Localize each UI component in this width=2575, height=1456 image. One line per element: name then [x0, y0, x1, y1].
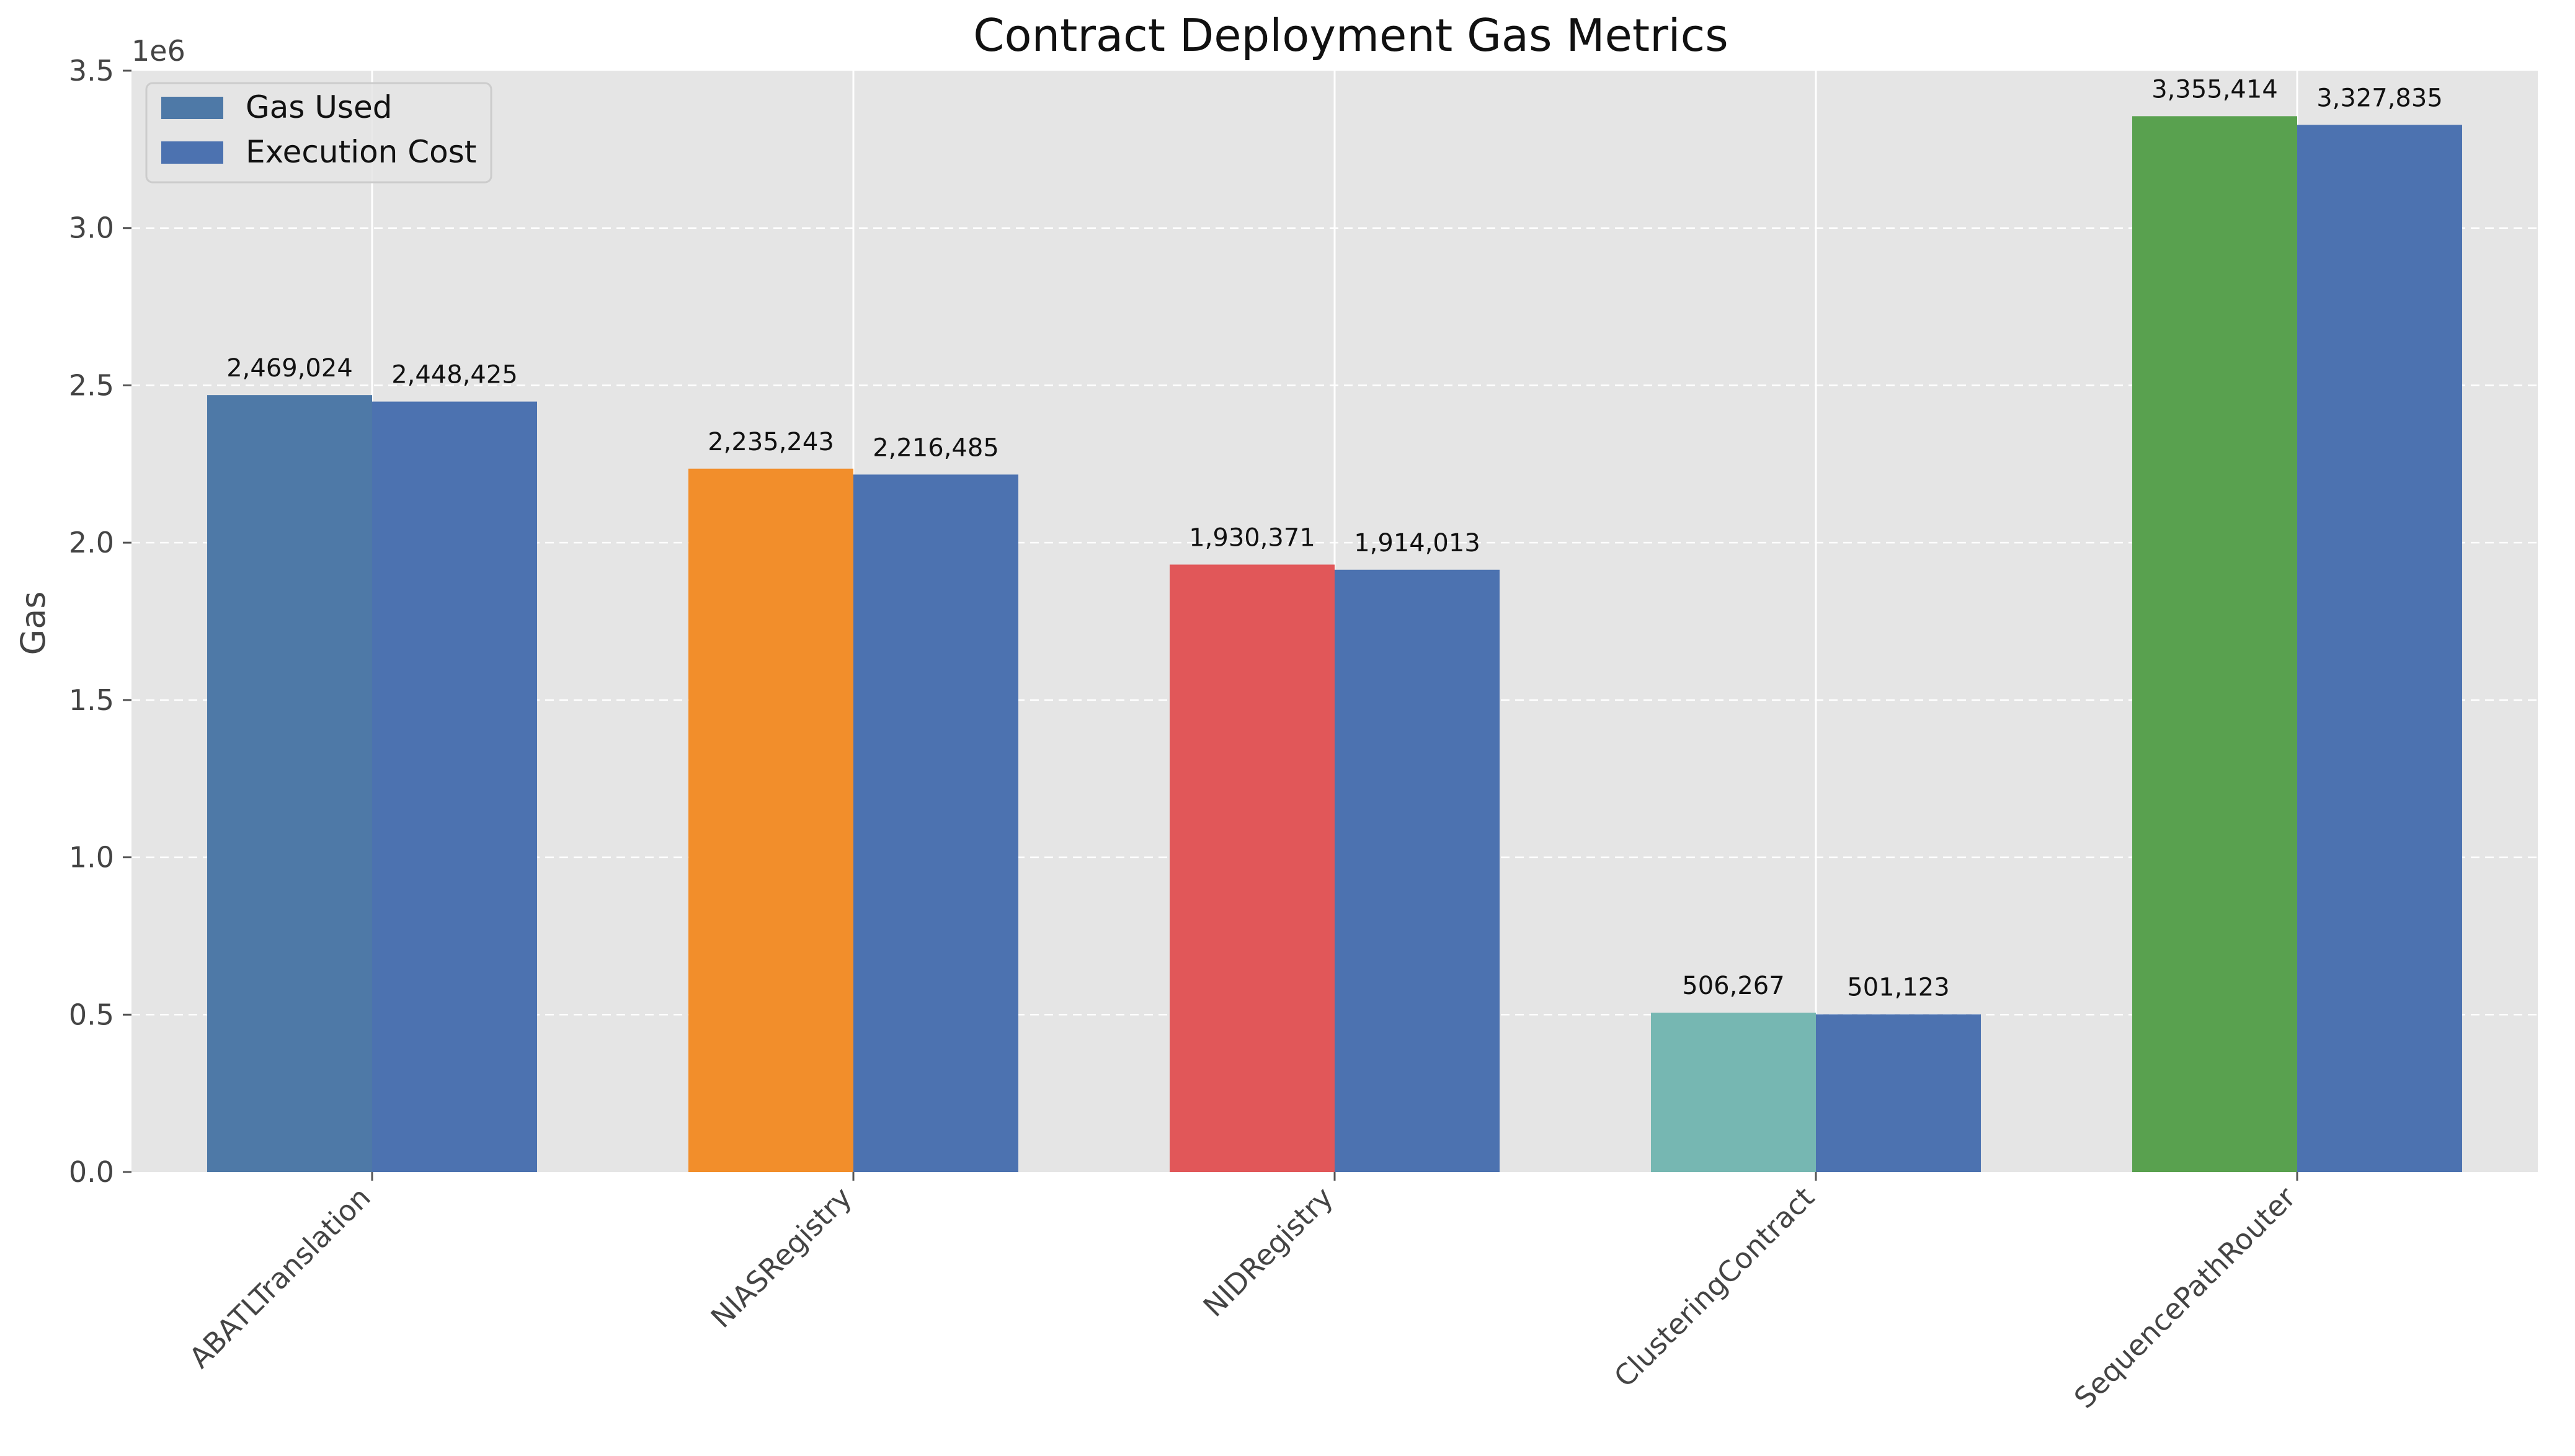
y-tick-label: 2.0 — [69, 526, 114, 559]
bar-gas-used-sequencepathrouter — [2132, 116, 2297, 1172]
y-axis-multiplier: 1e6 — [131, 34, 185, 68]
x-tick-label: NIASRegistry — [705, 1181, 858, 1334]
bar-gas-used-abatltranslation — [207, 395, 372, 1172]
bar-execution-cost-clusteringcontract — [1816, 1014, 1981, 1172]
y-tick-label: 0.5 — [69, 998, 114, 1031]
bar-value-label: 1,914,013 — [1354, 529, 1480, 557]
legend-swatch — [161, 141, 223, 164]
chart-title: Contract Deployment Gas Metrics — [973, 9, 1728, 61]
bar-value-label: 2,235,243 — [708, 428, 834, 456]
y-axis-label: Gas — [14, 591, 53, 655]
legend-label: Execution Cost — [246, 134, 476, 170]
y-tick-label: 2.5 — [69, 368, 114, 402]
bar-gas-used-clusteringcontract — [1651, 1013, 1816, 1172]
y-tick-label: 0.0 — [69, 1155, 114, 1189]
bar-gas-used-niasregistry — [688, 468, 853, 1172]
bar-value-label: 2,216,485 — [873, 433, 999, 462]
legend-label: Gas Used — [246, 89, 392, 125]
bar-gas-used-nidregistry — [1170, 564, 1335, 1172]
bar-execution-cost-nidregistry — [1335, 569, 1500, 1172]
y-tick-label: 1.0 — [69, 841, 114, 874]
bar-execution-cost-niasregistry — [853, 474, 1018, 1172]
bar-execution-cost-abatltranslation — [372, 401, 537, 1173]
y-tick-label: 3.0 — [69, 211, 114, 245]
y-tick-label: 3.5 — [69, 54, 114, 87]
bar-value-label: 3,355,414 — [2151, 75, 2278, 104]
bar-value-label: 2,469,024 — [226, 354, 353, 383]
x-tick-label: ABATLTranslation — [183, 1181, 377, 1375]
bar-execution-cost-sequencepathrouter — [2297, 125, 2462, 1172]
x-tick-label: NIDRegistry — [1196, 1181, 1339, 1323]
legend-swatch — [161, 97, 223, 119]
plot-area: 2,469,024 2,235,243 1,930,371 506,267 3,355,… — [69, 54, 2538, 1414]
x-tick-label: ClusteringContract — [1608, 1181, 1821, 1394]
bar-value-label: 2,448,425 — [391, 361, 518, 389]
legend: Gas Used Execution Cost — [145, 82, 492, 184]
bar-value-label: 3,327,835 — [2316, 84, 2443, 112]
bar-value-label: 506,267 — [1682, 972, 1784, 1000]
legend-box — [145, 82, 492, 184]
y-tick-label: 1.5 — [69, 683, 114, 717]
x-tick-label: SequencePathRouter — [2068, 1181, 2302, 1415]
bar-value-label: 1,930,371 — [1189, 523, 1315, 552]
bar-value-label: 501,123 — [1847, 974, 1949, 1002]
